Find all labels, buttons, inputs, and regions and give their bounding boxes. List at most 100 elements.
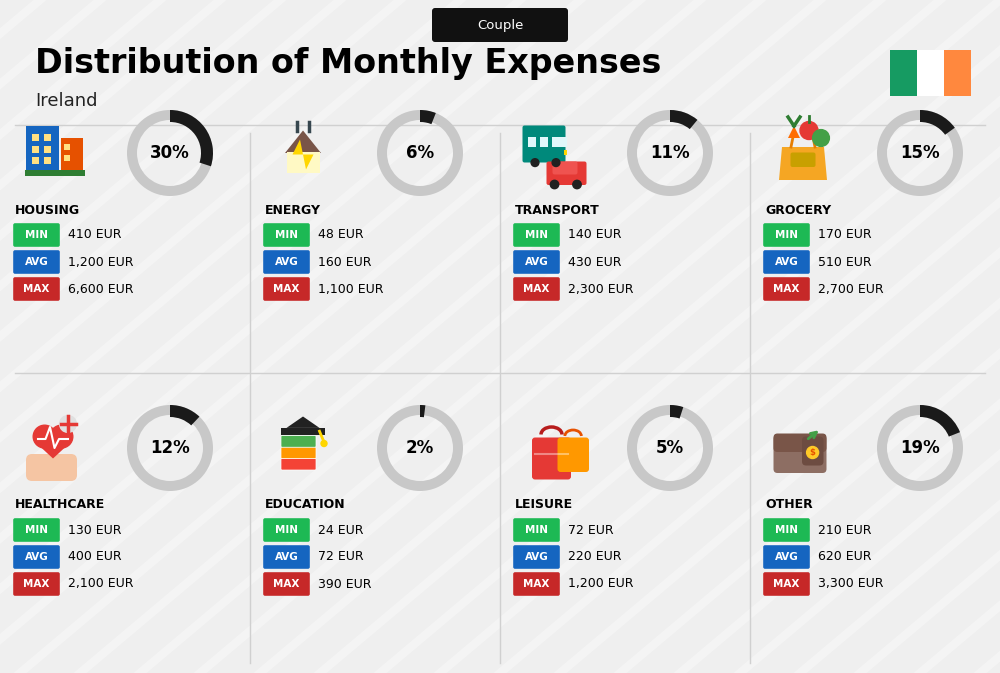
Wedge shape	[627, 405, 713, 491]
Wedge shape	[877, 405, 963, 491]
Text: 2,100 EUR: 2,100 EUR	[68, 577, 134, 590]
Text: EDUCATION: EDUCATION	[265, 499, 346, 511]
Text: MAX: MAX	[523, 284, 550, 294]
FancyBboxPatch shape	[263, 250, 310, 274]
FancyBboxPatch shape	[763, 223, 810, 247]
FancyBboxPatch shape	[13, 250, 60, 274]
FancyBboxPatch shape	[802, 437, 824, 466]
Text: 220 EUR: 220 EUR	[568, 551, 622, 563]
FancyBboxPatch shape	[25, 170, 84, 176]
Wedge shape	[420, 110, 436, 125]
FancyBboxPatch shape	[944, 50, 971, 96]
FancyBboxPatch shape	[774, 433, 826, 452]
FancyBboxPatch shape	[13, 572, 60, 596]
Text: MIN: MIN	[775, 230, 798, 240]
Text: AVG: AVG	[525, 552, 548, 562]
Text: 1,100 EUR: 1,100 EUR	[318, 283, 384, 295]
FancyBboxPatch shape	[552, 162, 578, 174]
Text: GROCERY: GROCERY	[765, 203, 831, 217]
FancyBboxPatch shape	[890, 50, 917, 96]
Text: 390 EUR: 390 EUR	[318, 577, 372, 590]
Wedge shape	[877, 110, 963, 196]
Text: 6%: 6%	[406, 144, 434, 162]
Text: MIN: MIN	[25, 230, 48, 240]
Text: 1,200 EUR: 1,200 EUR	[68, 256, 134, 269]
Text: OTHER: OTHER	[765, 499, 813, 511]
Circle shape	[50, 425, 73, 448]
Circle shape	[321, 441, 327, 446]
Text: AVG: AVG	[525, 257, 548, 267]
FancyBboxPatch shape	[13, 223, 60, 247]
Text: HEALTHCARE: HEALTHCARE	[15, 499, 105, 511]
Text: 6,600 EUR: 6,600 EUR	[68, 283, 134, 295]
Text: 210 EUR: 210 EUR	[818, 524, 872, 536]
Circle shape	[531, 159, 539, 166]
FancyBboxPatch shape	[522, 125, 566, 162]
FancyBboxPatch shape	[13, 545, 60, 569]
Text: 72 EUR: 72 EUR	[318, 551, 364, 563]
Text: 11%: 11%	[650, 144, 690, 162]
Text: 5%: 5%	[656, 439, 684, 457]
Text: Couple: Couple	[477, 18, 523, 32]
Wedge shape	[627, 110, 713, 196]
FancyBboxPatch shape	[32, 157, 39, 164]
FancyBboxPatch shape	[287, 151, 320, 172]
FancyBboxPatch shape	[13, 277, 60, 301]
Circle shape	[33, 425, 56, 448]
Text: $: $	[810, 448, 816, 457]
Wedge shape	[170, 110, 213, 166]
Text: 2%: 2%	[406, 439, 434, 457]
FancyBboxPatch shape	[763, 572, 810, 596]
Text: 1,200 EUR: 1,200 EUR	[568, 577, 634, 590]
Wedge shape	[420, 405, 425, 417]
Circle shape	[800, 122, 818, 139]
FancyBboxPatch shape	[44, 135, 51, 141]
Text: MAX: MAX	[273, 284, 300, 294]
Polygon shape	[779, 147, 827, 180]
Wedge shape	[170, 405, 199, 425]
Text: 410 EUR: 410 EUR	[68, 229, 122, 242]
FancyBboxPatch shape	[513, 518, 560, 542]
FancyBboxPatch shape	[281, 428, 325, 435]
Text: 3,300 EUR: 3,300 EUR	[818, 577, 884, 590]
FancyBboxPatch shape	[64, 144, 70, 150]
FancyBboxPatch shape	[44, 147, 51, 153]
FancyBboxPatch shape	[558, 437, 589, 472]
Text: 12%: 12%	[150, 439, 190, 457]
Polygon shape	[285, 131, 321, 153]
FancyBboxPatch shape	[513, 572, 560, 596]
Text: 160 EUR: 160 EUR	[318, 256, 372, 269]
Text: AVG: AVG	[775, 552, 798, 562]
FancyBboxPatch shape	[513, 277, 560, 301]
Text: MAX: MAX	[23, 579, 50, 589]
Text: HOUSING: HOUSING	[15, 203, 80, 217]
Wedge shape	[670, 405, 683, 419]
Wedge shape	[127, 110, 213, 196]
FancyBboxPatch shape	[26, 126, 59, 171]
Text: TRANSPORT: TRANSPORT	[515, 203, 600, 217]
Text: 19%: 19%	[900, 439, 940, 457]
Text: 510 EUR: 510 EUR	[818, 256, 872, 269]
FancyBboxPatch shape	[60, 138, 83, 171]
Polygon shape	[788, 126, 800, 138]
FancyBboxPatch shape	[13, 518, 60, 542]
Wedge shape	[377, 405, 463, 491]
Text: 72 EUR: 72 EUR	[568, 524, 614, 536]
FancyBboxPatch shape	[281, 435, 316, 447]
Text: MIN: MIN	[525, 230, 548, 240]
FancyBboxPatch shape	[432, 8, 568, 42]
FancyBboxPatch shape	[32, 135, 39, 141]
FancyBboxPatch shape	[547, 162, 587, 185]
Text: 620 EUR: 620 EUR	[818, 551, 872, 563]
Wedge shape	[920, 405, 960, 437]
FancyBboxPatch shape	[763, 250, 810, 274]
Polygon shape	[34, 441, 73, 458]
Text: AVG: AVG	[775, 257, 798, 267]
FancyBboxPatch shape	[513, 250, 560, 274]
Wedge shape	[377, 110, 463, 196]
Text: MAX: MAX	[523, 579, 550, 589]
Text: 430 EUR: 430 EUR	[568, 256, 622, 269]
Wedge shape	[127, 405, 213, 491]
Text: 130 EUR: 130 EUR	[68, 524, 122, 536]
Circle shape	[813, 130, 829, 147]
